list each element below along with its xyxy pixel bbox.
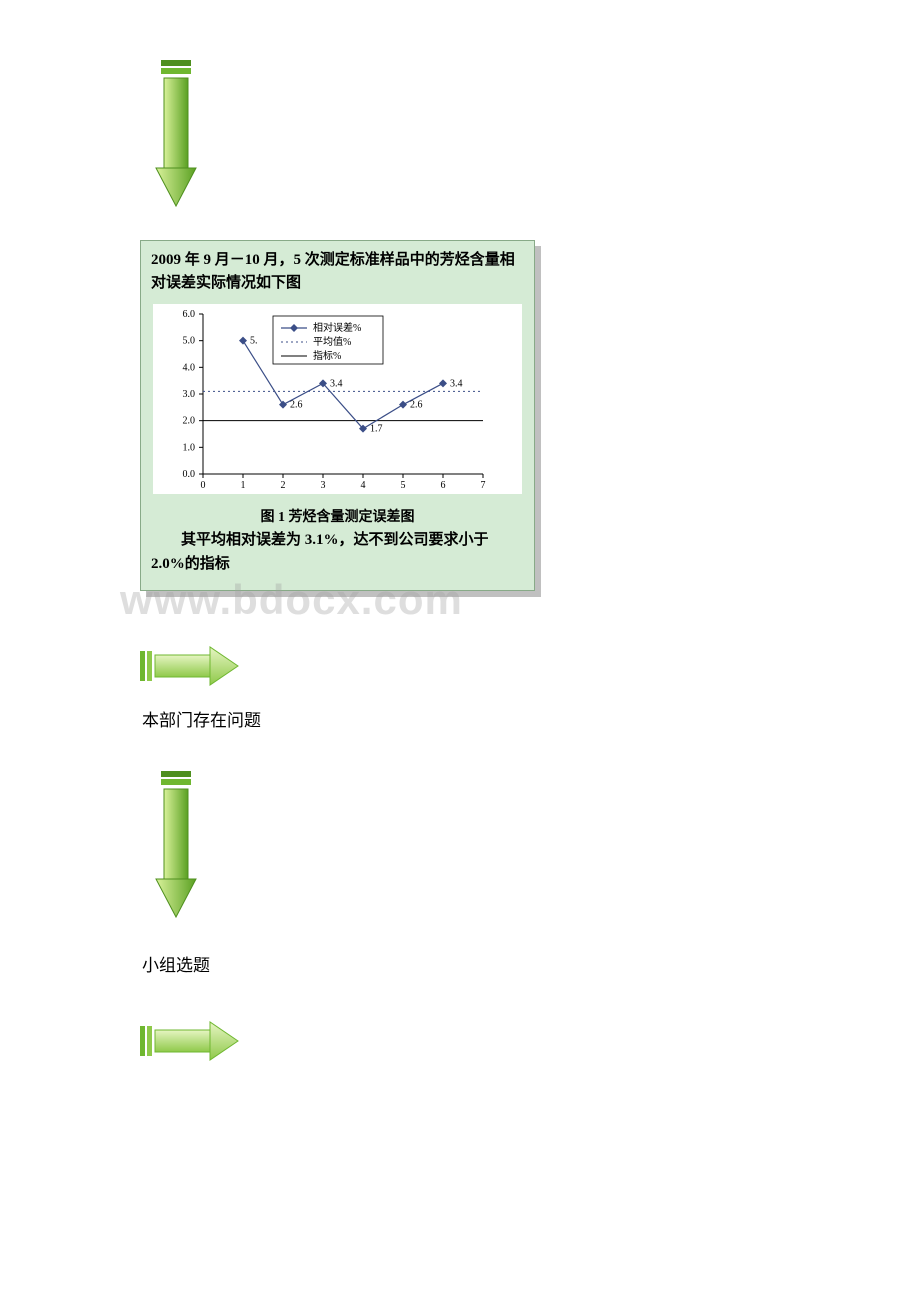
panel-title: 2009 年 9 月－10 月，5 次测定标准样品中的芳烃含量相对误差实际情况如… <box>141 241 534 300</box>
chart-box: 0.0 1.0 2.0 3.0 4.0 5.0 6.0 0 1 2 3 4 5 6 7 5. 2.6 3.4 1.7… <box>153 304 522 494</box>
svg-text:5.: 5. <box>250 336 258 347</box>
svg-text:相对误差%: 相对误差% <box>313 321 361 334</box>
svg-text:1.0: 1.0 <box>183 442 196 453</box>
svg-text:2.0: 2.0 <box>183 416 196 427</box>
svg-text:5: 5 <box>401 480 406 491</box>
panel-body: 2009 年 9 月－10 月，5 次测定标准样品中的芳烃含量相对误差实际情况如… <box>140 240 535 591</box>
chart-panel: 2009 年 9 月－10 月，5 次测定标准样品中的芳烃含量相对误差实际情况如… <box>140 240 535 591</box>
svg-text:6.0: 6.0 <box>183 309 196 320</box>
right-arrow-icon <box>140 641 780 696</box>
svg-text:7: 7 <box>481 480 486 491</box>
svg-text:1.7: 1.7 <box>370 424 383 435</box>
svg-text:0.0: 0.0 <box>183 469 196 480</box>
svg-text:0: 0 <box>201 480 206 491</box>
down-arrow-svg <box>152 60 202 210</box>
right-arrow-svg-2 <box>140 1016 240 1066</box>
svg-text:3.4: 3.4 <box>330 378 343 389</box>
right-arrow-icon <box>140 1016 780 1071</box>
right-arrow-svg <box>140 641 240 691</box>
problem-label: 本部门存在问题 <box>142 706 780 731</box>
svg-text:6: 6 <box>441 480 446 491</box>
down-arrow-svg-2 <box>152 771 202 921</box>
topic-label: 小组选题 <box>142 951 780 976</box>
svg-text:指标%: 指标% <box>313 349 341 362</box>
line-chart: 0.0 1.0 2.0 3.0 4.0 5.0 6.0 0 1 2 3 4 5 6 7 5. 2.6 3.4 1.7… <box>153 304 523 494</box>
svg-text:1: 1 <box>241 480 246 491</box>
down-arrow-icon <box>152 771 780 926</box>
svg-text:平均值%: 平均值% <box>313 335 351 348</box>
chart-caption: 图 1 芳烃含量测定误差图 <box>141 502 534 528</box>
svg-text:2.6: 2.6 <box>410 400 423 411</box>
chart-svg: 0.0 1.0 2.0 3.0 4.0 5.0 6.0 0 1 2 3 4 5 6 7 5. 2.6 3.4 1.7… <box>153 304 523 494</box>
svg-text:3.0: 3.0 <box>183 389 196 400</box>
svg-text:3.4: 3.4 <box>450 378 463 389</box>
svg-text:4.0: 4.0 <box>183 362 196 373</box>
down-arrow-icon <box>152 60 780 215</box>
svg-text:5.0: 5.0 <box>183 336 196 347</box>
svg-text:4: 4 <box>361 480 366 491</box>
svg-text:2.6: 2.6 <box>290 400 303 411</box>
svg-text:3: 3 <box>321 480 326 491</box>
svg-text:2: 2 <box>281 480 286 491</box>
chart-conclusion: 其平均相对误差为 3.1%，达不到公司要求小于 2.0%的指标 <box>141 528 534 590</box>
